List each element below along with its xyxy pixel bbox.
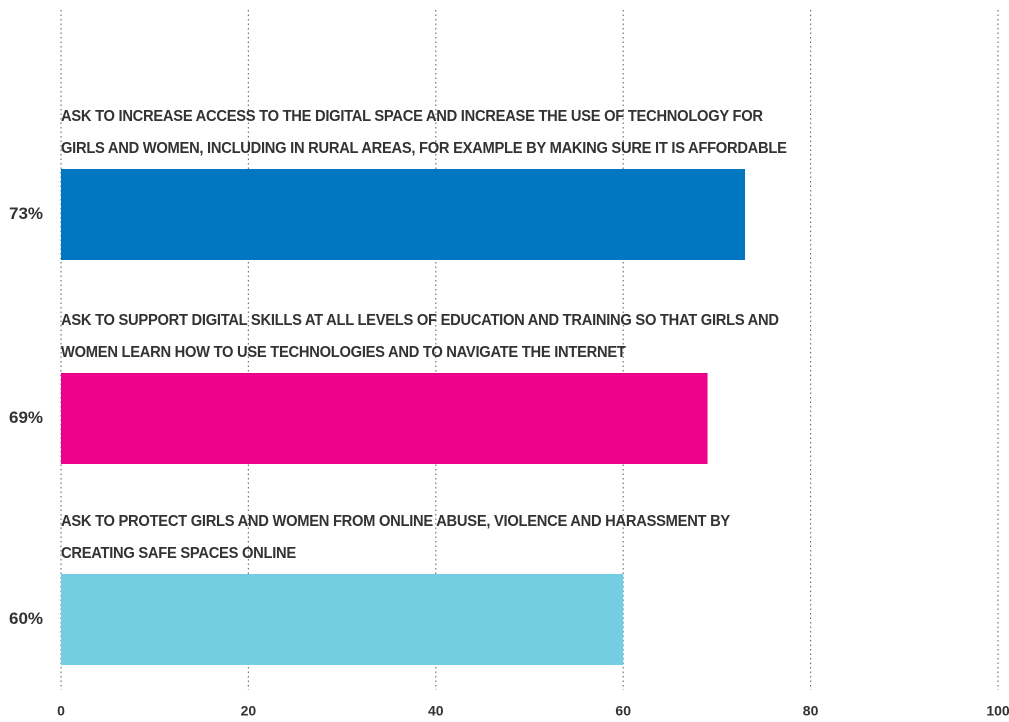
bar [61, 169, 746, 260]
x-tick-label: 0 [57, 703, 65, 719]
category-label: ASK TO INCREASE ACCESS TO THE DIGITAL SP… [61, 108, 787, 157]
bar [61, 373, 708, 464]
bar [61, 574, 624, 665]
value-label: 60% [9, 609, 43, 628]
category-label: ASK TO SUPPORT DIGITAL SKILLS AT ALL LEV… [61, 312, 779, 361]
category-label: ASK TO PROTECT GIRLS AND WOMEN FROM ONLI… [61, 513, 730, 562]
value-label: 73% [9, 204, 43, 223]
x-tick-label: 100 [986, 703, 1009, 719]
x-tick-label: 60 [615, 703, 631, 719]
x-tick-label: 40 [428, 703, 444, 719]
x-tick-label: 20 [241, 703, 257, 719]
x-tick-label: 80 [803, 703, 819, 719]
value-label: 69% [9, 408, 43, 427]
